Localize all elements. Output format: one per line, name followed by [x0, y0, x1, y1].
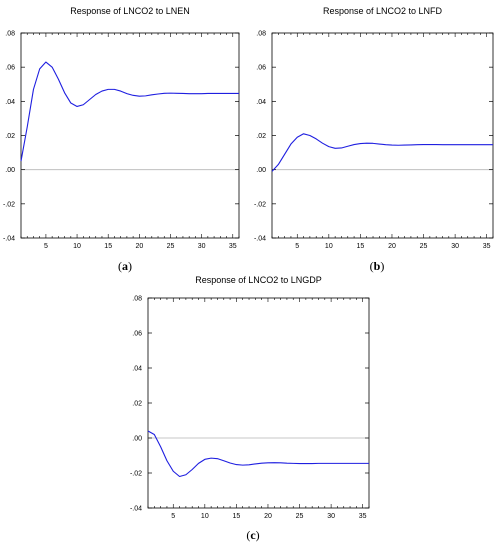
- y-tick-label: -.02: [254, 201, 266, 208]
- x-tick-label: 30: [327, 513, 335, 520]
- chart-title: Response of LNCO2 to LNFD: [323, 6, 443, 16]
- y-tick-label: -.02: [3, 201, 15, 208]
- chart-panel-a: Response of LNCO2 to LNEN .08 .06 .04 .02 .00…: [3, 6, 240, 273]
- y-tick-label: .08: [5, 31, 15, 38]
- x-tick-label: 10: [201, 513, 209, 520]
- response-line: [147, 430, 369, 478]
- chart-title: Response of LNCO2 to LNEN: [70, 6, 190, 16]
- x-tick-label: 5: [295, 243, 299, 250]
- x-tick-label: 5: [44, 243, 48, 250]
- x-tick-label: 15: [104, 243, 112, 250]
- y-tick-label: .08: [256, 31, 266, 38]
- response-line: [271, 133, 493, 172]
- x-tick-label: 35: [229, 243, 237, 250]
- y-tick-label: .04: [5, 99, 15, 106]
- y-tick-label: .02: [256, 133, 266, 140]
- x-tick-label: 10: [73, 243, 81, 250]
- x-tick-label: 5: [171, 513, 175, 520]
- panel-label-letter: a: [122, 259, 128, 273]
- y-tick-label: -.04: [130, 506, 142, 513]
- panel-label-letter: c: [250, 528, 256, 542]
- chart-panel-b: Response of LNCO2 to LNFD .08 .06 .04 .02 .00…: [254, 6, 494, 273]
- x-tick-label: 30: [451, 243, 459, 250]
- y-tick-label: .00: [132, 436, 142, 443]
- panel-label-close: ): [128, 259, 132, 273]
- x-tick-label: 20: [388, 243, 396, 250]
- y-tick-label: .06: [5, 65, 15, 72]
- y-tick-label: .02: [5, 133, 15, 140]
- panel-label-letter: b: [374, 259, 381, 273]
- panel-label: (c): [246, 528, 259, 542]
- y-tick-label: .08: [132, 296, 142, 303]
- x-tick-label: 10: [325, 243, 333, 250]
- y-tick-label: -.02: [130, 471, 142, 478]
- plot-frame: [271, 32, 494, 239]
- x-tick-label: 35: [483, 243, 491, 250]
- x-tick-label: 35: [359, 513, 367, 520]
- x-tick-label: 25: [296, 513, 304, 520]
- y-tick-label: -.04: [3, 236, 15, 243]
- x-tick-label: 30: [198, 243, 206, 250]
- x-tick-label: 15: [357, 243, 365, 250]
- panel-label: (a): [118, 259, 132, 273]
- panel-label-open: (: [246, 528, 250, 542]
- panel-label-close: ): [380, 259, 384, 273]
- x-tick-label: 25: [167, 243, 175, 250]
- response-line: [20, 61, 239, 162]
- y-tick-label: .00: [5, 167, 15, 174]
- panel-label-close: ): [256, 528, 260, 542]
- y-tick-label: .06: [132, 331, 142, 338]
- plot-frame: [20, 32, 240, 239]
- y-tick-label: .06: [256, 65, 266, 72]
- panel-label-open: (: [118, 259, 122, 273]
- panel-label-open: (: [370, 259, 374, 273]
- x-tick-label: 20: [135, 243, 143, 250]
- chart-title: Response of LNCO2 to LNGDP: [195, 275, 322, 285]
- x-tick-label: 15: [233, 513, 241, 520]
- x-tick-label: 25: [420, 243, 428, 250]
- y-tick-label: .02: [132, 401, 142, 408]
- panel-label: (b): [370, 259, 385, 273]
- y-tick-label: .00: [256, 167, 266, 174]
- chart-panel-c: Response of LNCO2 to LNGDP .08 .06 .04 .02 .0…: [130, 275, 370, 542]
- y-tick-label: .04: [132, 366, 142, 373]
- y-tick-label: .04: [256, 99, 266, 106]
- plot-frame: [147, 297, 370, 509]
- x-tick-label: 20: [264, 513, 272, 520]
- y-tick-label: -.04: [254, 236, 266, 243]
